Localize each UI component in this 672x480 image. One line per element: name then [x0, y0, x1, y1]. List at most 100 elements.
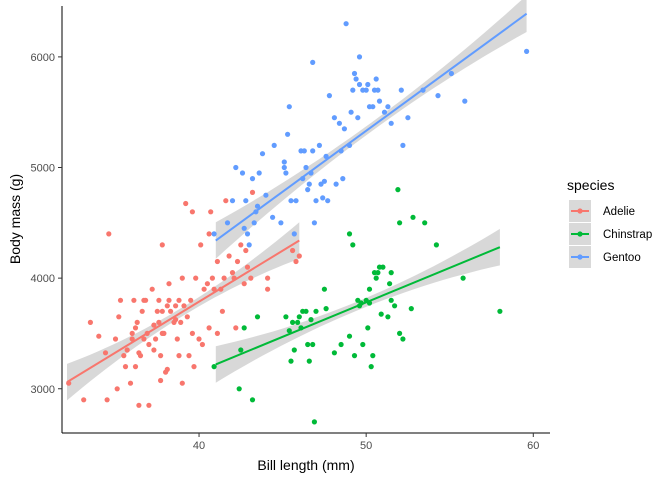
- data-point-adelie: [184, 314, 190, 320]
- data-point-adelie: [164, 303, 170, 309]
- data-point-adelie: [122, 364, 129, 370]
- data-point-gentoo: [320, 195, 326, 201]
- data-point-gentoo: [301, 148, 307, 154]
- legend-dot-chinstrap: [577, 231, 583, 237]
- data-point-gentoo: [259, 151, 266, 157]
- data-point-chinstrap: [387, 281, 393, 287]
- data-point-adelie: [265, 286, 271, 292]
- data-point-adelie: [149, 286, 155, 292]
- data-point-gentoo: [333, 181, 339, 187]
- data-point-chinstrap: [392, 303, 398, 309]
- data-point-gentoo: [224, 220, 231, 226]
- data-point-gentoo: [229, 198, 236, 204]
- x-tick-label: 40: [193, 440, 205, 452]
- data-point-adelie: [234, 258, 241, 265]
- data-point-gentoo: [356, 81, 363, 88]
- data-point-adelie: [121, 353, 127, 359]
- data-point-adelie: [146, 402, 152, 408]
- data-point-adelie: [243, 247, 249, 254]
- data-point-adelie: [204, 281, 210, 287]
- data-point-gentoo: [323, 153, 329, 159]
- data-point-gentoo: [271, 142, 277, 148]
- data-point-chinstrap: [238, 347, 244, 353]
- data-point-chinstrap: [249, 397, 256, 403]
- data-point-adelie: [293, 258, 299, 265]
- data-point-gentoo: [281, 159, 287, 165]
- data-point-adelie: [112, 336, 119, 342]
- data-point-gentoo: [244, 231, 251, 237]
- data-point-chinstrap: [397, 220, 403, 226]
- data-point-chinstrap: [303, 308, 309, 314]
- data-point-adelie: [96, 333, 102, 339]
- data-points: [66, 21, 530, 425]
- data-point-gentoo: [285, 131, 291, 137]
- data-point-adelie: [173, 317, 179, 323]
- data-point-chinstrap: [368, 364, 374, 370]
- data-point-adelie: [176, 353, 182, 359]
- y-tick-label: 6000: [31, 52, 55, 64]
- data-point-gentoo: [246, 242, 252, 248]
- data-point-adelie: [191, 364, 197, 370]
- data-point-adelie: [137, 353, 144, 359]
- data-point-gentoo: [356, 54, 363, 60]
- data-point-adelie: [214, 258, 220, 265]
- data-point-gentoo: [462, 98, 468, 104]
- data-point-adelie: [244, 264, 251, 270]
- legend: species Adelie Chinstrap Gentoo: [567, 177, 652, 268]
- y-tick-label: 3000: [31, 384, 55, 396]
- data-point-adelie: [159, 308, 165, 314]
- data-point-adelie: [233, 325, 239, 331]
- data-point-gentoo: [448, 70, 454, 77]
- data-point-adelie: [124, 347, 130, 353]
- data-point-adelie: [208, 209, 214, 215]
- data-point-chinstrap: [351, 353, 358, 359]
- data-point-gentoo: [375, 87, 381, 93]
- data-point-gentoo: [336, 120, 342, 126]
- data-point-gentoo: [373, 76, 379, 82]
- data-point-chinstrap: [375, 270, 381, 276]
- data-point-adelie: [134, 319, 140, 325]
- regression-line-gentoo: [215, 12, 528, 242]
- data-point-adelie: [116, 314, 122, 320]
- data-point-gentoo: [398, 87, 404, 93]
- data-point-chinstrap: [408, 306, 414, 312]
- y-axis-ticks: 3000 4000 5000 6000: [31, 52, 62, 396]
- data-point-gentoo: [326, 93, 332, 99]
- data-point-adelie: [139, 308, 145, 314]
- data-point-gentoo: [331, 115, 337, 121]
- data-point-chinstrap: [311, 419, 317, 425]
- data-point-adelie: [131, 297, 137, 303]
- data-point-gentoo: [341, 126, 347, 132]
- data-point-chinstrap: [385, 314, 391, 320]
- data-point-chinstrap: [365, 325, 371, 331]
- data-point-gentoo: [241, 225, 247, 231]
- data-point-adelie: [199, 341, 205, 348]
- y-tick-label: 5000: [31, 163, 55, 175]
- data-point-chinstrap: [295, 319, 301, 325]
- data-point-adelie: [166, 281, 172, 287]
- data-point-adelie: [238, 242, 244, 248]
- data-point-adelie: [132, 325, 139, 331]
- data-point-adelie: [248, 275, 254, 281]
- data-point-gentoo: [249, 176, 256, 182]
- legend-items: Adelie Chinstrap Gentoo: [569, 200, 652, 268]
- regression-line-adelie: [66, 239, 300, 383]
- regression-line-chinstrap: [215, 246, 501, 366]
- data-point-adelie: [206, 325, 212, 331]
- data-point-gentoo: [281, 164, 287, 171]
- data-point-adelie: [176, 297, 182, 303]
- data-point-adelie: [174, 336, 180, 342]
- data-point-gentoo: [254, 203, 261, 209]
- data-point-gentoo: [243, 198, 249, 204]
- data-point-adelie: [181, 303, 187, 309]
- data-point-gentoo: [306, 181, 312, 187]
- data-point-gentoo: [316, 142, 322, 148]
- data-point-adelie: [223, 198, 229, 204]
- data-point-adelie: [265, 275, 271, 281]
- data-point-adelie: [102, 350, 109, 356]
- data-point-gentoo: [310, 148, 316, 154]
- legend-label-gentoo: Gentoo: [603, 252, 641, 264]
- data-point-adelie: [183, 200, 189, 207]
- data-point-gentoo: [211, 231, 217, 237]
